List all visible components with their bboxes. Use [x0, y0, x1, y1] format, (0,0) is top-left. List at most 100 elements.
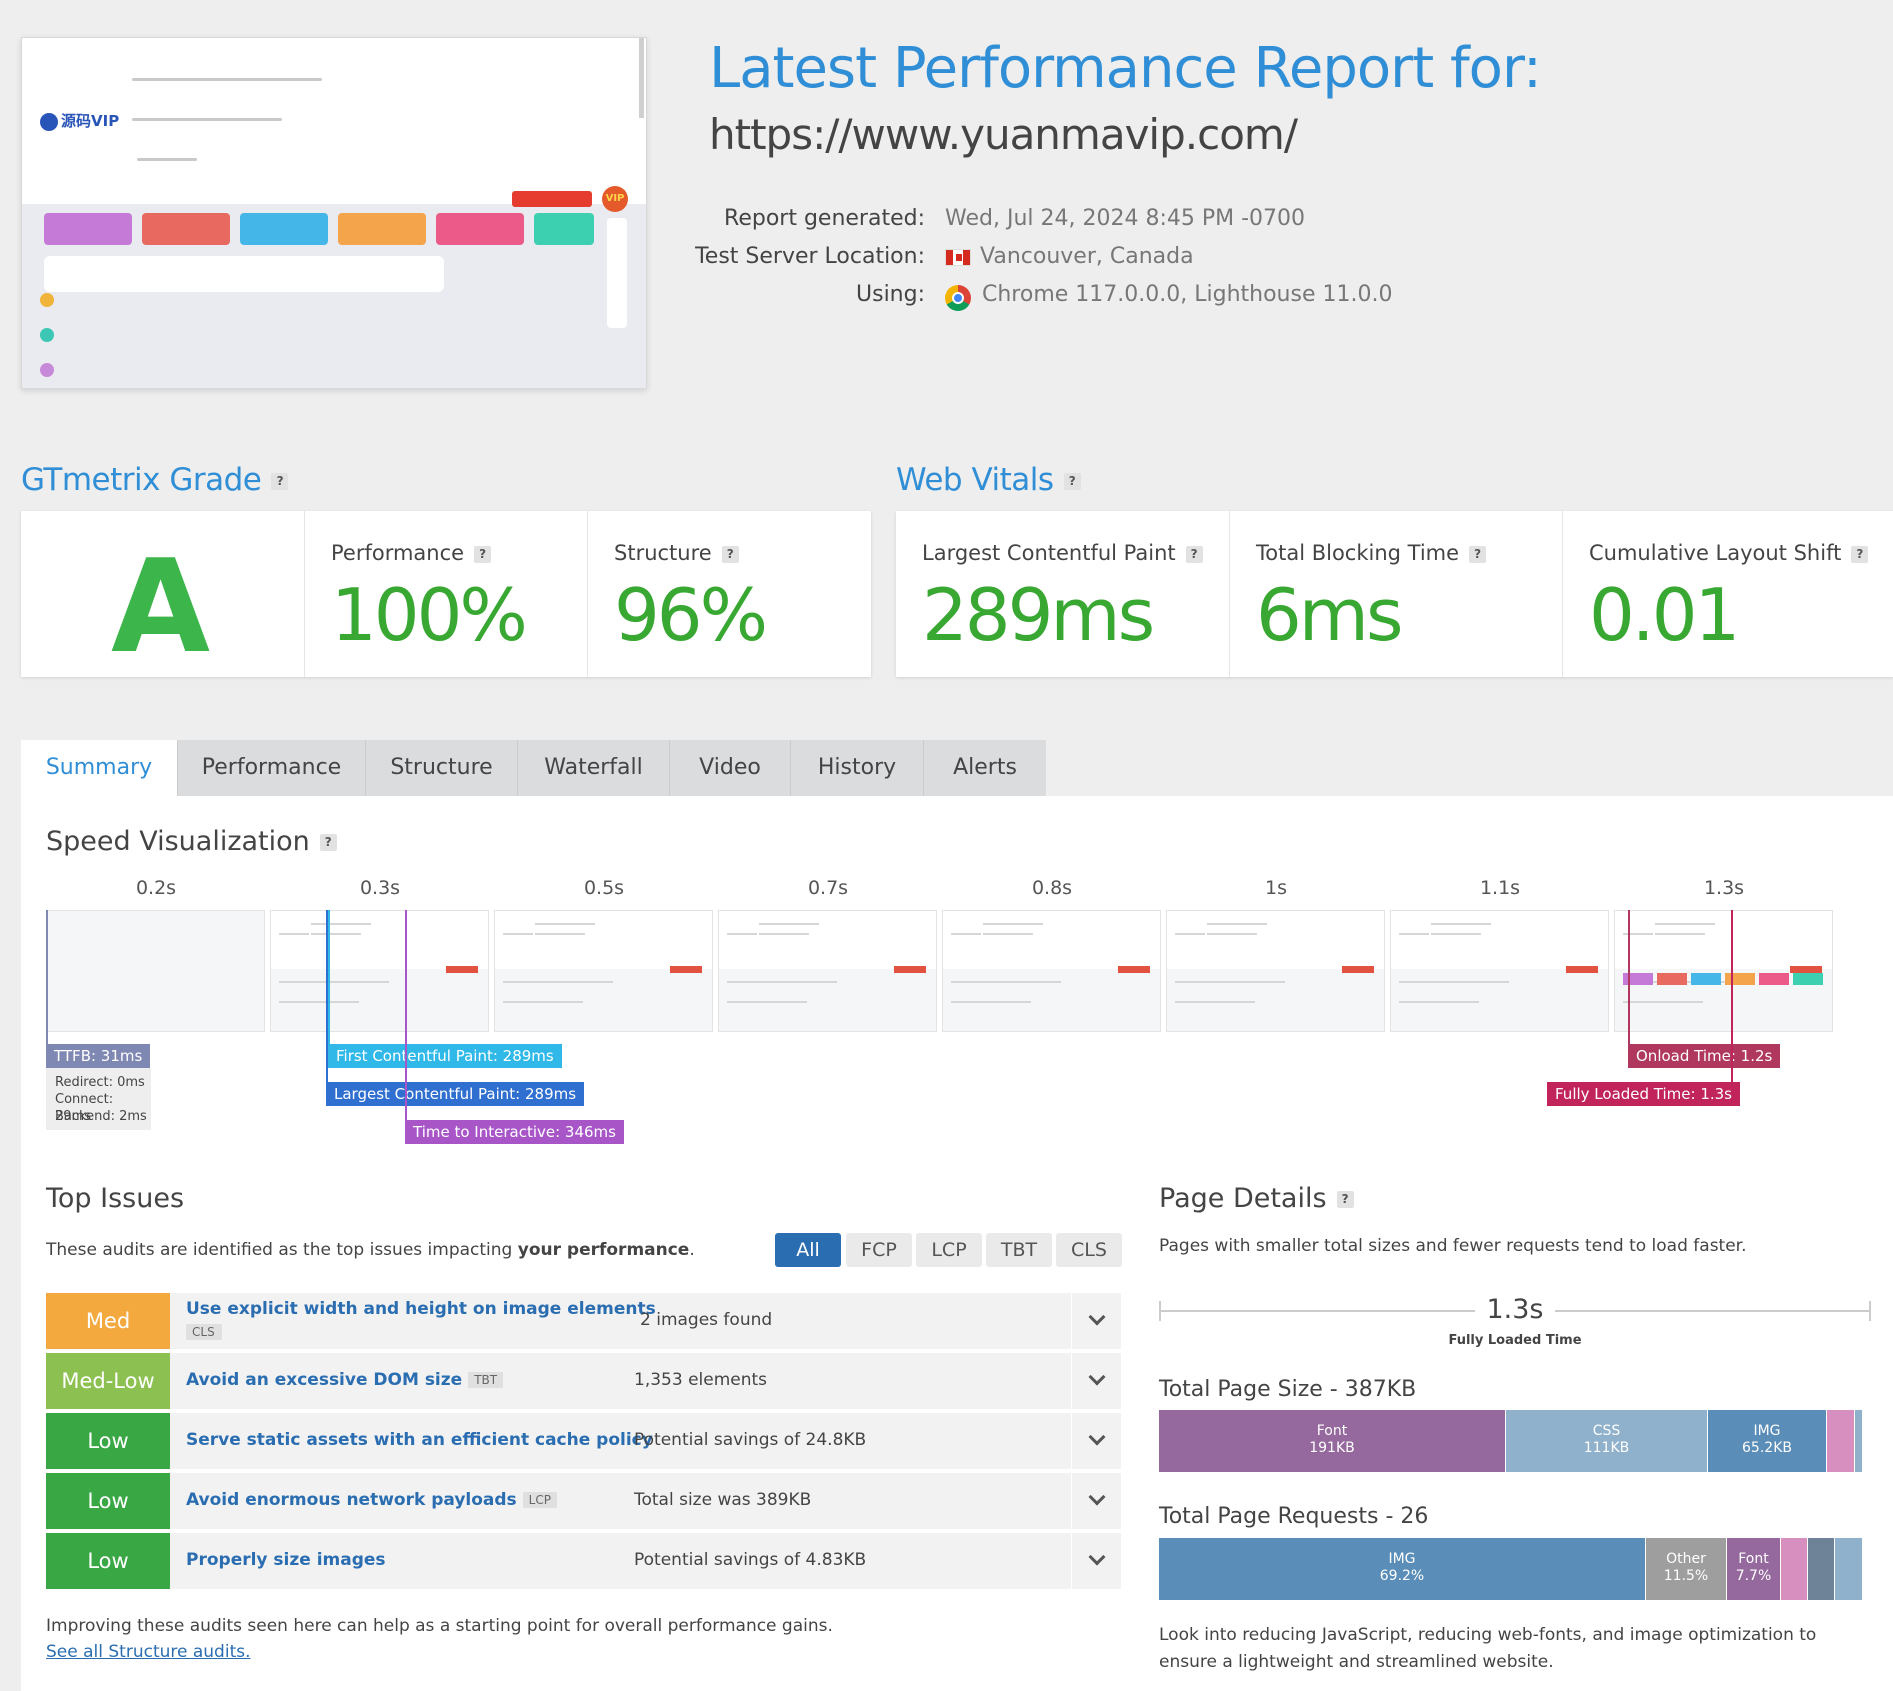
- issue-title-text[interactable]: Avoid an excessive DOM size: [186, 1370, 463, 1390]
- issue-title[interactable]: Serve static assets with an efficient ca…: [186, 1430, 653, 1450]
- help-icon[interactable]: ?: [474, 545, 492, 563]
- chevron-down-icon[interactable]: [1071, 1353, 1121, 1409]
- frame-card: [1793, 973, 1823, 985]
- help-icon[interactable]: ?: [1336, 1191, 1354, 1208]
- frame-header: [1391, 911, 1608, 969]
- site-logo: 源码VIP: [40, 110, 119, 131]
- thumbnail-sidebar: [607, 218, 627, 328]
- thumbnail-scrollbar: [639, 38, 644, 118]
- issue-title[interactable]: Properly size images: [186, 1550, 386, 1570]
- filter-cls[interactable]: CLS: [1056, 1233, 1122, 1267]
- help-icon[interactable]: ?: [1469, 545, 1487, 563]
- bar-segment: Other 11.5%: [1646, 1538, 1726, 1600]
- issue-title-text[interactable]: Serve static assets with an efficient ca…: [186, 1430, 653, 1450]
- fully-loaded-value: 1.3s: [1475, 1294, 1555, 1328]
- issue-title[interactable]: Avoid enormous network payloads LCP: [186, 1490, 557, 1510]
- chevron-down-icon[interactable]: [1071, 1293, 1121, 1349]
- structure-audits-link[interactable]: See all Structure audits.: [46, 1642, 251, 1662]
- severity-badge: Low: [46, 1473, 170, 1529]
- tab-structure[interactable]: Structure: [366, 740, 518, 796]
- page-screenshot-thumbnail[interactable]: 源码VIP VIP: [21, 37, 647, 389]
- filmstrip-frame[interactable]: [270, 910, 489, 1032]
- frame-line: [1175, 981, 1285, 983]
- filter-tbt[interactable]: TBT: [986, 1233, 1052, 1267]
- help-icon[interactable]: ?: [1185, 545, 1203, 563]
- issue-row[interactable]: Low Avoid enormous network payloads LCP Tot…: [46, 1473, 1121, 1529]
- vitals-panel: Largest Contentful Paint? 289ms Total Bl…: [896, 511, 1893, 677]
- help-icon[interactable]: ?: [1851, 545, 1869, 563]
- fcp-marker: [328, 910, 330, 1060]
- help-icon[interactable]: ?: [1063, 473, 1081, 490]
- grade-panel: A Performance? 100% Structure? 96%: [21, 511, 871, 682]
- page-details-intro: Pages with smaller total sizes and fewer…: [1159, 1236, 1747, 1256]
- frame-line: [503, 981, 613, 983]
- frame-card: [1691, 973, 1721, 985]
- issue-title-text[interactable]: Use explicit width and height on image e…: [186, 1299, 656, 1319]
- tab-waterfall[interactable]: Waterfall: [518, 740, 670, 796]
- issue-row[interactable]: Med-Low Avoid an excessive DOM size TBT 1,3…: [46, 1353, 1121, 1409]
- issue-title[interactable]: Avoid an excessive DOM size TBT: [186, 1370, 504, 1390]
- filmstrip-frame[interactable]: [1390, 910, 1609, 1032]
- cls-label: Cumulative Layout Shift?: [1589, 541, 1869, 565]
- frame-line: [535, 933, 585, 935]
- report-url[interactable]: https://www.yuanmavip.com/: [709, 110, 1298, 159]
- issue-row[interactable]: Med Use explicit width and height on imag…: [46, 1293, 1121, 1349]
- ttfb-marker: [46, 910, 48, 1054]
- frame-card: [1759, 973, 1789, 985]
- segment-label: Font: [1738, 1551, 1769, 1567]
- filmstrip-frame[interactable]: [718, 910, 937, 1032]
- thumbnail-nav: [137, 158, 197, 161]
- tab-video[interactable]: Video: [670, 740, 791, 796]
- issue-detail: Total size was 389KB: [634, 1490, 812, 1510]
- redirect-time: Redirect: 0ms: [55, 1075, 145, 1090]
- frame-line: [727, 981, 837, 983]
- issue-row[interactable]: Low Properly size images Potential savings…: [46, 1533, 1121, 1589]
- onload-marker: [1628, 910, 1630, 1055]
- frame-promo: [1118, 966, 1150, 973]
- issue-title-text[interactable]: Properly size images: [186, 1550, 386, 1570]
- filmstrip-frame[interactable]: [1166, 910, 1385, 1032]
- fully-loaded-caption: Fully Loaded Time: [1448, 1333, 1582, 1348]
- tab-alerts[interactable]: Alerts: [924, 740, 1046, 796]
- top-issues-heading: Top Issues: [46, 1183, 185, 1214]
- issue-title-text[interactable]: Avoid enormous network payloads: [186, 1490, 517, 1510]
- connect-time: Connect: 29ms: [55, 1092, 114, 1124]
- segment-value: 65.2KB: [1742, 1440, 1792, 1456]
- lcp-timeline-label: Largest Contentful Paint: 289ms: [326, 1082, 585, 1106]
- filter-lcp[interactable]: LCP: [916, 1233, 982, 1267]
- issue-title[interactable]: Use explicit width and height on image e…: [186, 1299, 656, 1340]
- help-icon[interactable]: ?: [319, 834, 337, 851]
- severity-badge: Med-Low: [46, 1353, 170, 1409]
- bar-segment: IMG 69.2%: [1159, 1538, 1645, 1600]
- frame-line: [1655, 933, 1705, 935]
- tab-summary[interactable]: Summary: [21, 740, 178, 796]
- thumbnail-icon: [40, 293, 54, 307]
- filmstrip-frame[interactable]: [46, 910, 265, 1032]
- issue-row[interactable]: Low Serve static assets with an efficient…: [46, 1413, 1121, 1469]
- help-icon[interactable]: ?: [721, 545, 739, 563]
- frame-line: [503, 1001, 583, 1003]
- filter-fcp[interactable]: FCP: [846, 1233, 912, 1267]
- issue-detail: 2 images found: [640, 1310, 773, 1330]
- tab-performance[interactable]: Performance: [178, 740, 366, 796]
- frame-header: [495, 911, 712, 969]
- thumbnail-nav: [132, 78, 322, 81]
- filmstrip-frame[interactable]: [494, 910, 713, 1032]
- frame-line: [951, 981, 1061, 983]
- top-issues-intro: These audits are identified as the top i…: [46, 1240, 695, 1260]
- help-icon[interactable]: ?: [271, 473, 289, 490]
- chevron-down-icon[interactable]: [1071, 1413, 1121, 1469]
- frame-header: [271, 911, 488, 969]
- frame-line: [503, 933, 533, 935]
- chevron-down-icon[interactable]: [1071, 1473, 1121, 1529]
- tab-history[interactable]: History: [791, 740, 924, 796]
- bar-segment: Font 7.7%: [1727, 1538, 1780, 1600]
- filmstrip-frame[interactable]: [1614, 910, 1833, 1032]
- filmstrip-frame[interactable]: [942, 910, 1161, 1032]
- thumbnail-promo: [512, 191, 592, 207]
- filter-all[interactable]: All: [775, 1233, 841, 1267]
- chevron-down-icon[interactable]: [1071, 1533, 1121, 1589]
- severity-badge: Med: [46, 1293, 170, 1349]
- frame-line: [1399, 981, 1509, 983]
- page-size-title: Total Page Size - 387KB: [1159, 1377, 1417, 1402]
